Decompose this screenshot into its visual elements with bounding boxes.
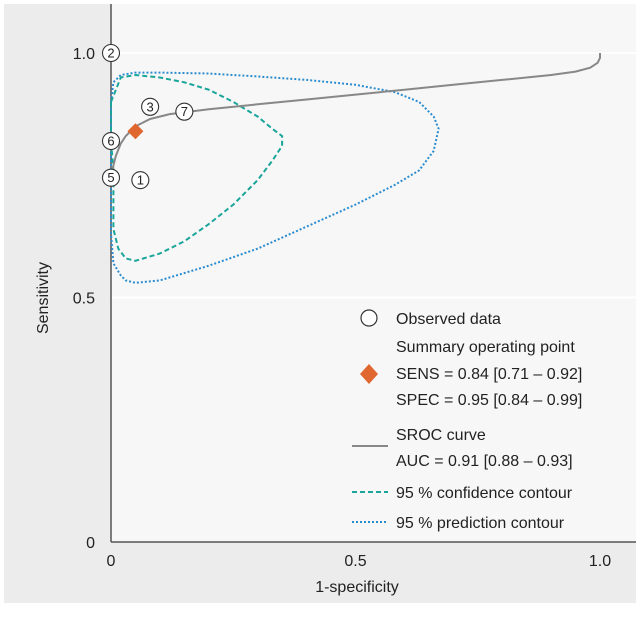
- y-tick-label: 0.5: [73, 291, 95, 308]
- observed-point-label: 7: [181, 104, 188, 119]
- observed-point: [101, 131, 121, 151]
- legend-observed-label: Observed data: [396, 311, 501, 328]
- observed-point: [101, 168, 121, 187]
- sroc-curve: [110, 53, 601, 181]
- summary-point: [127, 123, 144, 140]
- y-tick-label: 0: [86, 535, 95, 552]
- gridlines: [111, 52, 636, 299]
- observed-point: [141, 97, 160, 116]
- x-tick-label: 1.0: [589, 553, 611, 570]
- legend-sroc-label: SROC curve: [396, 427, 486, 444]
- y-axis-label: Sensitivity: [35, 262, 52, 334]
- observed-point: [131, 171, 150, 190]
- y-tick-label: 1.0: [73, 46, 95, 63]
- legend-summary-symbol: [360, 364, 378, 384]
- legend-auc-label: AUC = 0.91 [0.88 – 0.93]: [396, 453, 573, 470]
- tick-labels: 0 0.5 1.0 0 0.5 1.0: [73, 46, 611, 570]
- contours: [110, 71, 440, 284]
- sroc-curve-group: [110, 53, 601, 181]
- confidence-contour: [110, 73, 284, 262]
- observed-point: [175, 102, 194, 121]
- observed-point-label: 5: [107, 170, 114, 185]
- x-axis-label: 1-specificity: [315, 579, 399, 596]
- observed-point-label: 3: [147, 99, 154, 114]
- legend-confidence-label: 95 % confidence contour: [396, 485, 573, 502]
- legend: Observed data Summary operating point SE…: [352, 309, 582, 532]
- observed-point-label: 2: [107, 46, 114, 61]
- observed-point: [101, 43, 121, 63]
- observed-points: 1 2 3 5 6 7: [101, 43, 194, 190]
- observed-point-label: 6: [107, 134, 114, 149]
- summary-point-group: [127, 123, 144, 140]
- x-tick-label: 0.5: [344, 553, 366, 570]
- legend-sens-label: SENS = 0.84 [0.71 – 0.92]: [396, 366, 582, 383]
- observed-point-label: 1: [137, 173, 144, 188]
- legend-spec-label: SPEC = 0.95 [0.84 – 0.99]: [396, 392, 582, 409]
- axes: [110, 4, 636, 543]
- prediction-contour: [110, 71, 440, 284]
- x-tick-label: 0: [107, 553, 116, 570]
- legend-summary-label: Summary operating point: [396, 339, 575, 356]
- legend-prediction-label: 95 % prediction contour: [396, 515, 565, 532]
- legend-observed-symbol: [360, 309, 378, 327]
